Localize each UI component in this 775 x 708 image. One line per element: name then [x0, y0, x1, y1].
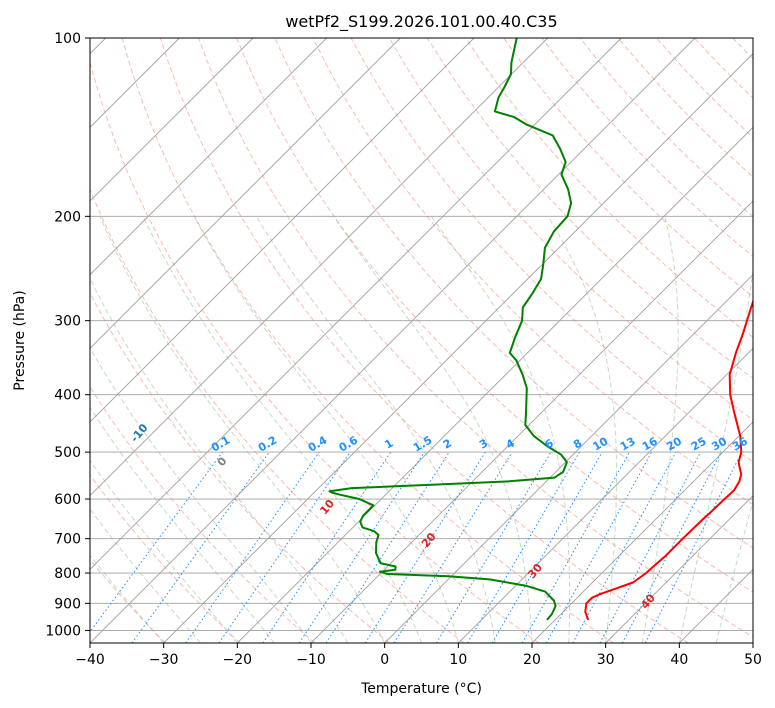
y-axis-ticks: 100 200 300 400 500 600 700 800 900 1000: [45, 31, 90, 639]
moist-adiabat-line: [715, 499, 753, 643]
isotherm-line: [90, 38, 327, 276]
moist-adiabat-line: [678, 266, 753, 643]
x-axis-label: Temperature (°C): [360, 681, 482, 697]
mixing-ratio-line: [185, 451, 320, 643]
y-tick-label: 600: [54, 492, 81, 508]
temperature-profile-line: [584, 298, 753, 621]
dry-adiabat-line: [90, 385, 316, 643]
y-tick-label: 200: [54, 209, 81, 225]
isotherm-line: [90, 38, 254, 202]
isotherm-line: [90, 38, 622, 570]
dewpoint-profile-line: [328, 38, 573, 621]
x-tick-label: 30: [597, 652, 615, 668]
mixing-ratio-line: [545, 451, 653, 643]
mixing-ratio-line: [393, 451, 513, 643]
moist-adiabat-line: [90, 554, 165, 643]
moist-adiabat-line: [142, 216, 422, 643]
y-tick-label: 400: [54, 388, 81, 404]
isotherm-line: [458, 347, 753, 643]
isotherm-line: [605, 495, 753, 643]
mixing-ratio-line: [467, 451, 580, 643]
moist-adiabat-line: [90, 346, 312, 643]
mixing-ratio-line: [491, 451, 603, 643]
isotherm-line: [310, 200, 753, 643]
isotherm-line: [90, 38, 401, 349]
y-tick-label: 500: [54, 445, 81, 461]
plot-frame: [89, 37, 754, 644]
dry-adiabat-line: [90, 473, 241, 643]
moist-adiabat-line: [642, 216, 679, 643]
moist-adiabat-line: [547, 216, 617, 643]
x-tick-label: 40: [670, 652, 688, 668]
dry-adiabat-line: [159, 38, 689, 643]
isotherm-line: [237, 126, 753, 643]
isotherm-line: [384, 274, 753, 643]
isotherm-line: [90, 38, 548, 497]
x-tick-label: 10: [449, 652, 467, 668]
y-tick-label: 100: [54, 31, 81, 47]
moist-adiabat-line: [255, 216, 496, 643]
y-tick-label: 300: [54, 314, 81, 330]
isotherm-line: [531, 421, 753, 643]
isotherm-line: [90, 38, 475, 423]
y-tick-label: 700: [54, 532, 81, 548]
mixing-ratio-line: [364, 451, 486, 643]
mixing-ratio-line: [572, 451, 677, 643]
dry-adiabat-line: [90, 558, 166, 643]
y-tick-label: 900: [54, 596, 81, 612]
moist-adiabat-line: [193, 216, 459, 643]
dry-adiabat-line: [90, 187, 465, 643]
x-tick-label: −10: [296, 652, 326, 668]
isotherm-line: [90, 38, 696, 643]
y-tick-label: 1000: [45, 623, 81, 639]
x-tick-label: 20: [523, 652, 541, 668]
mixing-ratio-line: [521, 451, 630, 643]
series-layer: [328, 38, 753, 621]
mixing-ratio-line: [218, 451, 351, 643]
dry-adiabat-line: [236, 38, 753, 593]
dry-adiabat-line: [426, 38, 753, 379]
y-tick-label: 800: [54, 566, 81, 582]
y-axis-label: Pressure (hPa): [12, 290, 28, 390]
x-tick-label: −30: [149, 652, 179, 668]
moist-adiabat-line: [90, 508, 201, 643]
x-tick-label: −20: [223, 652, 253, 668]
x-tick-label: 0: [380, 652, 389, 668]
x-tick-label: 50: [744, 652, 762, 668]
dry-adiabat-line: [350, 38, 753, 463]
isotherm-line: [163, 53, 753, 643]
dry-adiabat-line: [198, 38, 753, 638]
moist-adiabat-line: [430, 216, 571, 643]
moist-adiabat-line: [99, 216, 386, 643]
dry-adiabat-line: [90, 292, 390, 643]
chart-title: wetPf2_S199.2026.101.00.40.C35: [285, 12, 557, 32]
mixing-ratio-line: [435, 451, 552, 643]
moist-adiabat-line: [90, 459, 238, 643]
grid-layer: [90, 38, 753, 643]
x-axis-ticks: −40 −30 −20 −10 0 10 20 30 40 50: [75, 643, 762, 668]
dry-adiabat-line: [503, 38, 753, 298]
x-tick-label: −40: [75, 652, 105, 668]
